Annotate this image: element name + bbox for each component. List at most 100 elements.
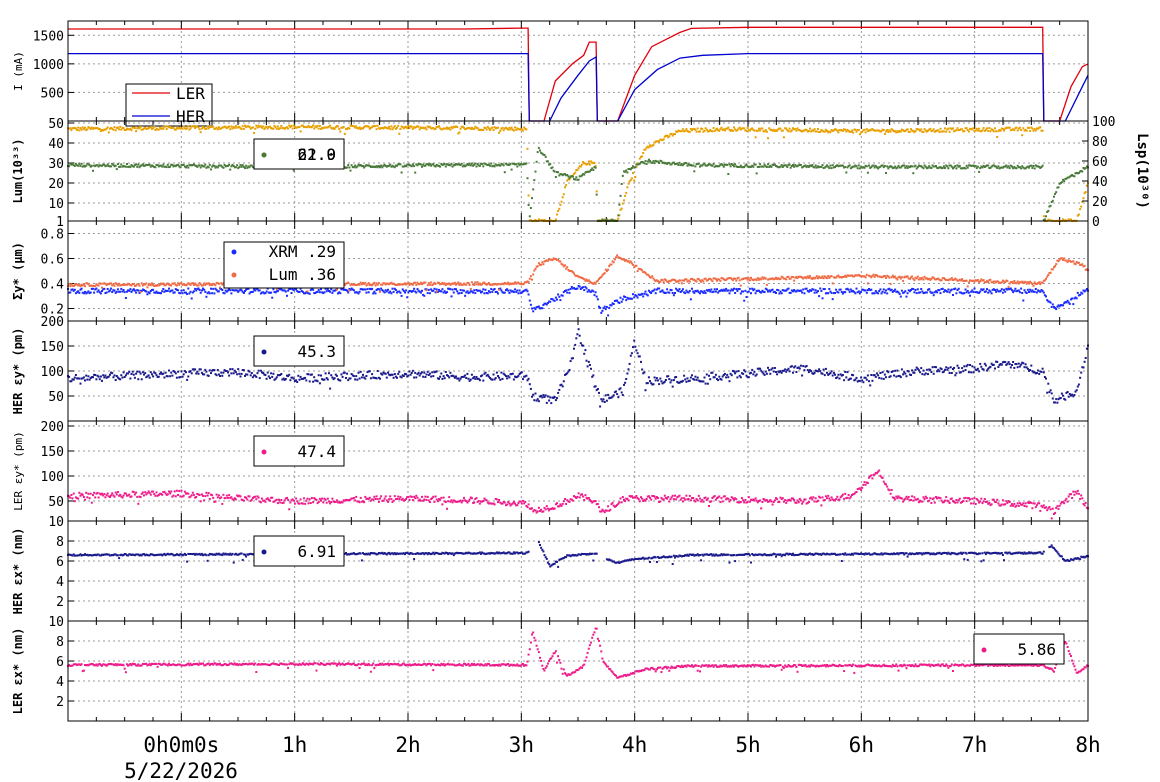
data-point — [325, 126, 328, 129]
data-point — [233, 289, 236, 292]
data-point — [670, 289, 673, 292]
data-point — [422, 282, 425, 285]
data-point — [146, 286, 149, 289]
data-point — [153, 371, 156, 374]
data-point — [932, 128, 935, 131]
data-point — [267, 125, 270, 128]
data-point — [763, 291, 766, 294]
data-point — [192, 284, 195, 286]
data-point — [145, 282, 148, 285]
data-point — [581, 163, 583, 166]
data-point — [683, 374, 686, 377]
data-point — [182, 289, 185, 292]
data-point — [615, 390, 617, 393]
data-point — [467, 164, 470, 167]
data-point — [839, 288, 842, 291]
data-point — [206, 374, 209, 377]
data-point — [492, 164, 495, 167]
data-point — [501, 163, 504, 166]
data-point — [524, 163, 527, 166]
data-point — [169, 165, 172, 168]
data-point — [426, 284, 429, 287]
data-point — [359, 128, 362, 131]
data-point — [976, 129, 979, 132]
data-point — [737, 370, 740, 373]
data-point — [659, 138, 662, 141]
data-point — [149, 371, 152, 374]
data-point — [373, 165, 376, 168]
data-point — [119, 290, 122, 293]
data-point — [449, 128, 452, 131]
data-point — [181, 292, 184, 295]
data-point — [376, 166, 379, 169]
data-point — [575, 274, 578, 277]
data-point — [271, 375, 274, 378]
data-point — [634, 176, 637, 178]
data-point — [1037, 282, 1040, 285]
data-point — [809, 369, 811, 372]
data-point — [904, 372, 907, 375]
data-point — [457, 132, 460, 135]
data-point — [199, 283, 202, 286]
data-point — [896, 369, 899, 372]
data-point — [995, 281, 998, 284]
data-point — [809, 127, 811, 130]
data-point — [387, 282, 389, 285]
data-point — [1047, 218, 1050, 221]
data-point — [275, 290, 278, 293]
data-point — [388, 373, 391, 376]
data-point — [408, 283, 411, 286]
data-point — [366, 164, 369, 167]
data-point — [590, 168, 592, 171]
data-point — [544, 302, 547, 305]
data-point — [747, 129, 750, 132]
data-point — [72, 285, 75, 287]
data-point — [564, 290, 566, 292]
data-point — [641, 155, 644, 158]
data-point — [99, 164, 102, 167]
data-point — [831, 298, 834, 301]
data-point — [77, 290, 80, 293]
data-point — [439, 283, 442, 286]
data-point — [458, 163, 461, 166]
data-point — [565, 373, 568, 376]
data-point — [911, 165, 914, 168]
data-point — [593, 294, 596, 297]
data-point — [77, 126, 80, 129]
data-point — [432, 283, 435, 286]
data-point — [99, 375, 102, 378]
data-point — [342, 288, 345, 291]
data-point — [237, 290, 240, 293]
data-point — [409, 125, 412, 128]
data-point — [904, 166, 907, 169]
data-point — [490, 378, 493, 381]
data-point — [369, 283, 372, 286]
data-point — [153, 125, 156, 128]
data-point — [535, 265, 538, 268]
data-point — [1018, 281, 1021, 284]
data-point — [240, 289, 243, 292]
data-point — [71, 127, 74, 130]
data-point — [1001, 279, 1004, 282]
data-point — [262, 125, 265, 128]
data-point — [349, 169, 352, 172]
data-point — [561, 294, 564, 297]
data-point — [200, 284, 203, 287]
data-point — [940, 167, 943, 170]
data-point — [743, 369, 746, 372]
data-point — [383, 282, 386, 285]
data-point — [843, 128, 846, 131]
data-point — [124, 283, 127, 286]
data-point — [305, 291, 308, 294]
data-point — [565, 184, 568, 187]
data-point — [465, 128, 468, 130]
data-point — [1080, 205, 1083, 208]
data-point — [81, 284, 84, 287]
data-point — [885, 130, 887, 133]
data-point — [637, 267, 640, 270]
data-point — [819, 370, 822, 373]
data-point — [817, 165, 819, 168]
data-point — [1057, 304, 1060, 307]
data-point — [211, 165, 214, 168]
